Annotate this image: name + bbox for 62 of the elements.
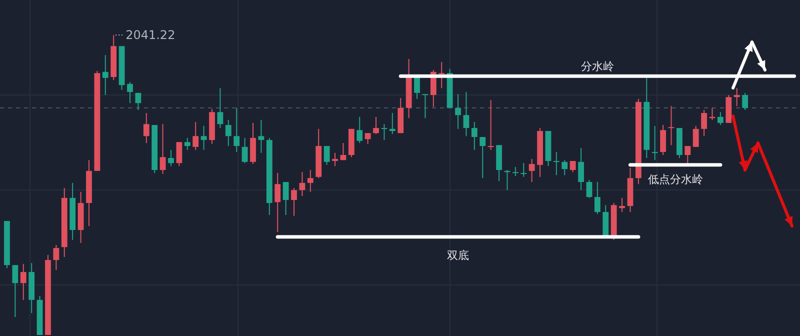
candlestick xyxy=(438,62,445,89)
candlestick xyxy=(242,137,248,164)
candlestick xyxy=(20,263,26,300)
candlestick xyxy=(102,54,108,96)
candlestick xyxy=(471,122,478,150)
candlestick xyxy=(701,110,707,137)
candlestick xyxy=(594,182,600,215)
candlestick xyxy=(234,107,240,152)
candlestick xyxy=(176,142,182,167)
candlestick xyxy=(660,124,666,156)
candlestick xyxy=(192,122,199,150)
candlestick xyxy=(488,100,494,150)
candlestick xyxy=(324,146,330,166)
candlestick xyxy=(225,119,232,146)
candlestick xyxy=(455,94,461,130)
candlestick xyxy=(299,172,306,197)
candlestick xyxy=(422,94,428,119)
candlestick xyxy=(274,172,281,233)
candlestick xyxy=(718,112,724,126)
candlestick xyxy=(389,112,396,134)
candlestick xyxy=(282,182,289,216)
candlestick xyxy=(586,179,592,198)
candlestick xyxy=(340,142,346,161)
candlestick xyxy=(553,152,560,176)
candlestick xyxy=(135,92,142,110)
candlestick xyxy=(619,197,625,212)
candlestick xyxy=(480,136,486,179)
candlestick xyxy=(463,92,470,137)
series-label: 双底 xyxy=(447,248,470,262)
candlestick xyxy=(307,170,314,192)
candlestick xyxy=(364,132,371,144)
annotation: 2041.22 xyxy=(126,28,176,42)
candlestick xyxy=(381,124,388,140)
candlestick xyxy=(373,116,379,134)
candlestick xyxy=(200,125,207,150)
candlestick xyxy=(684,146,691,164)
candlestick xyxy=(217,88,224,128)
series-label: 分水岭 xyxy=(580,60,614,74)
candlestick xyxy=(332,152,338,167)
series-label: 低点分水岭 xyxy=(648,172,703,186)
candlestick xyxy=(160,124,166,174)
candlestick xyxy=(742,92,748,110)
candlestick xyxy=(570,160,576,173)
candlestick xyxy=(250,122,256,164)
candlestick xyxy=(258,119,264,154)
candlestick xyxy=(652,125,658,161)
candlestick xyxy=(528,158,535,182)
candlestick xyxy=(578,148,584,191)
candlestick xyxy=(562,160,568,176)
candlestick xyxy=(692,125,699,148)
candlestick xyxy=(414,76,420,100)
candlestick xyxy=(668,106,674,146)
candlestick xyxy=(53,244,60,270)
candlestick xyxy=(168,149,174,167)
candlestick xyxy=(127,82,133,104)
candlestick xyxy=(184,137,190,150)
candlestick xyxy=(143,112,150,144)
candlestick xyxy=(291,188,297,216)
candlestick xyxy=(356,116,363,144)
candlestick xyxy=(12,264,18,318)
candlestick xyxy=(734,88,740,107)
candlestick xyxy=(520,162,527,178)
